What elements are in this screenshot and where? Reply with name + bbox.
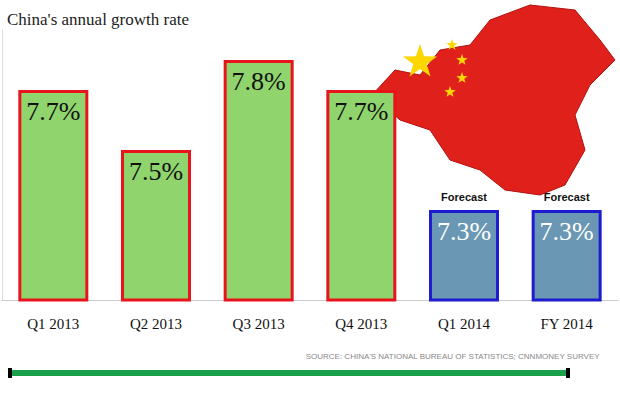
svg-text:Forecast: Forecast bbox=[544, 191, 590, 203]
svg-text:FY 2014: FY 2014 bbox=[540, 316, 593, 332]
svg-text:7.7%: 7.7% bbox=[26, 97, 80, 126]
svg-text:7.3%: 7.3% bbox=[540, 217, 594, 246]
svg-text:7.3%: 7.3% bbox=[437, 217, 491, 246]
svg-text:Q1 2013: Q1 2013 bbox=[27, 316, 79, 332]
svg-text:Q3 2013: Q3 2013 bbox=[233, 316, 285, 332]
svg-text:Q1 2014: Q1 2014 bbox=[438, 316, 491, 332]
svg-text:Q2 2013: Q2 2013 bbox=[130, 316, 182, 332]
svg-text:China's annual growth rate: China's annual growth rate bbox=[7, 10, 189, 29]
svg-text:7.5%: 7.5% bbox=[129, 157, 183, 186]
svg-text:SOURCE: CHINA'S NATIONAL BUREA: SOURCE: CHINA'S NATIONAL BUREAU OF STATI… bbox=[306, 352, 601, 361]
svg-text:Forecast: Forecast bbox=[441, 191, 487, 203]
svg-text:7.8%: 7.8% bbox=[232, 67, 286, 96]
svg-text:7.7%: 7.7% bbox=[334, 97, 388, 126]
svg-text:Q4 2013: Q4 2013 bbox=[335, 316, 387, 332]
